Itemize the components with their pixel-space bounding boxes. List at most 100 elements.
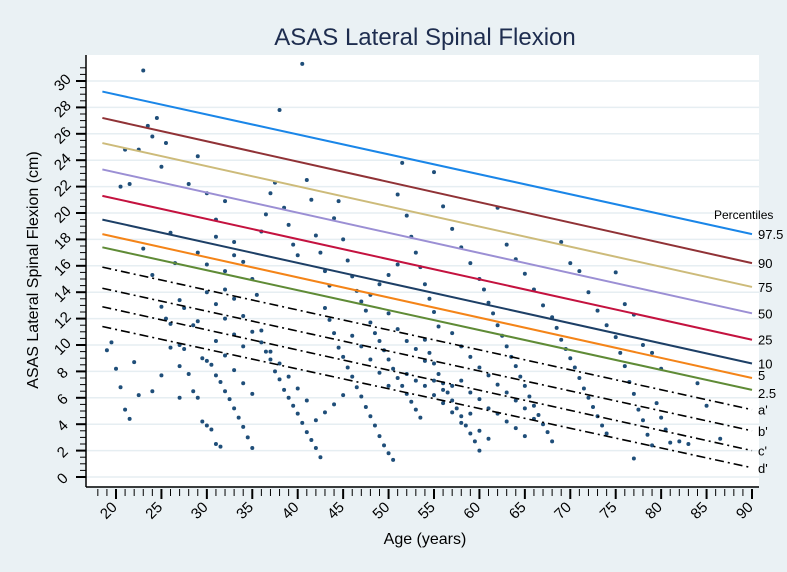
data-point bbox=[486, 373, 491, 378]
data-point bbox=[223, 199, 228, 204]
data-point bbox=[309, 438, 314, 443]
data-point bbox=[186, 181, 191, 186]
data-point bbox=[650, 443, 655, 448]
data-point bbox=[118, 385, 123, 390]
data-point bbox=[559, 240, 564, 245]
data-point bbox=[404, 339, 409, 344]
data-point bbox=[118, 184, 123, 189]
y-tick-label: 8 bbox=[54, 364, 72, 382]
data-point bbox=[441, 204, 446, 209]
data-point bbox=[531, 403, 536, 408]
data-point bbox=[486, 406, 491, 411]
data-point bbox=[395, 262, 400, 267]
data-point bbox=[436, 324, 441, 329]
data-point bbox=[382, 443, 387, 448]
data-point bbox=[686, 442, 691, 446]
data-point bbox=[154, 115, 159, 120]
percentile-line-75 bbox=[102, 142, 753, 288]
data-point bbox=[350, 333, 355, 338]
chart-title: ASAS Lateral Spinal Flexion bbox=[274, 24, 576, 51]
data-point bbox=[372, 423, 377, 428]
y-tick-label: 30 bbox=[51, 71, 75, 95]
legend-label: 2.5 bbox=[758, 386, 776, 401]
x-tick-label: 65 bbox=[506, 499, 530, 523]
data-point bbox=[363, 308, 368, 313]
data-point bbox=[368, 414, 373, 419]
x-tick-label: 20 bbox=[97, 499, 121, 523]
data-point bbox=[127, 181, 132, 186]
data-point bbox=[618, 350, 623, 355]
data-point bbox=[304, 430, 309, 435]
legend-label: 75 bbox=[758, 280, 772, 295]
data-point bbox=[645, 432, 650, 437]
data-point bbox=[386, 273, 391, 278]
data-point bbox=[386, 311, 391, 316]
data-point bbox=[486, 300, 491, 305]
data-point bbox=[640, 343, 645, 347]
percentile-line-25 bbox=[102, 194, 753, 341]
data-point bbox=[391, 366, 396, 371]
y-tick-label: 18 bbox=[51, 229, 75, 253]
data-point bbox=[163, 316, 168, 321]
data-point bbox=[418, 415, 423, 420]
data-point bbox=[304, 178, 309, 182]
x-tick-label: 90 bbox=[733, 499, 757, 523]
data-point bbox=[504, 242, 509, 247]
data-point bbox=[259, 328, 264, 333]
data-point bbox=[491, 311, 496, 316]
data-point bbox=[577, 376, 582, 380]
data-point bbox=[304, 398, 309, 403]
data-point bbox=[613, 270, 618, 275]
data-point bbox=[168, 321, 173, 326]
y-tick-label: 12 bbox=[51, 309, 75, 333]
data-point bbox=[677, 439, 682, 444]
percentile-line-ap bbox=[102, 266, 753, 411]
y-axis-title: ASAS Lateral Spinal Flexion (cm) bbox=[25, 151, 42, 388]
data-point bbox=[522, 406, 527, 411]
y-tick-label: 28 bbox=[51, 97, 75, 121]
y-tick-label: 4 bbox=[54, 417, 72, 435]
data-point bbox=[409, 399, 414, 404]
data-point bbox=[495, 382, 500, 387]
legend: Percentiles 97.5 90 75 50 25 105 2.5 a' b' c' d' bbox=[714, 208, 783, 476]
data-point bbox=[400, 160, 405, 165]
y-tick-label: 16 bbox=[51, 256, 75, 280]
data-point bbox=[250, 391, 255, 396]
data-point bbox=[368, 320, 373, 325]
legend-label: d' bbox=[758, 461, 768, 476]
data-point bbox=[286, 395, 291, 400]
data-point bbox=[463, 423, 468, 428]
data-point bbox=[445, 390, 450, 395]
data-point bbox=[495, 323, 500, 328]
y-tick-label: 24 bbox=[51, 150, 75, 174]
data-point bbox=[622, 302, 627, 307]
data-point bbox=[513, 398, 518, 403]
data-point bbox=[163, 141, 168, 146]
data-point bbox=[518, 374, 523, 379]
data-point bbox=[245, 435, 250, 440]
data-point bbox=[450, 331, 455, 336]
data-point bbox=[650, 350, 655, 355]
data-point bbox=[372, 331, 377, 336]
data-point bbox=[377, 370, 382, 375]
data-point bbox=[232, 240, 237, 245]
data-point bbox=[223, 269, 228, 274]
data-point bbox=[545, 430, 550, 435]
x-tick-label: 25 bbox=[142, 499, 166, 523]
data-point bbox=[277, 108, 282, 113]
legend-label: a' bbox=[758, 403, 768, 418]
data-point bbox=[413, 250, 418, 255]
percentile-lines bbox=[102, 90, 753, 469]
data-point bbox=[309, 197, 314, 202]
data-point bbox=[341, 237, 346, 242]
data-point bbox=[263, 212, 268, 217]
data-point bbox=[223, 353, 228, 358]
data-point bbox=[250, 445, 255, 450]
data-point bbox=[432, 393, 436, 398]
percentile-line-5 bbox=[102, 233, 753, 379]
data-point bbox=[213, 302, 218, 307]
x-tick-label: 55 bbox=[415, 499, 439, 523]
data-point bbox=[477, 448, 482, 453]
data-point bbox=[182, 346, 187, 351]
